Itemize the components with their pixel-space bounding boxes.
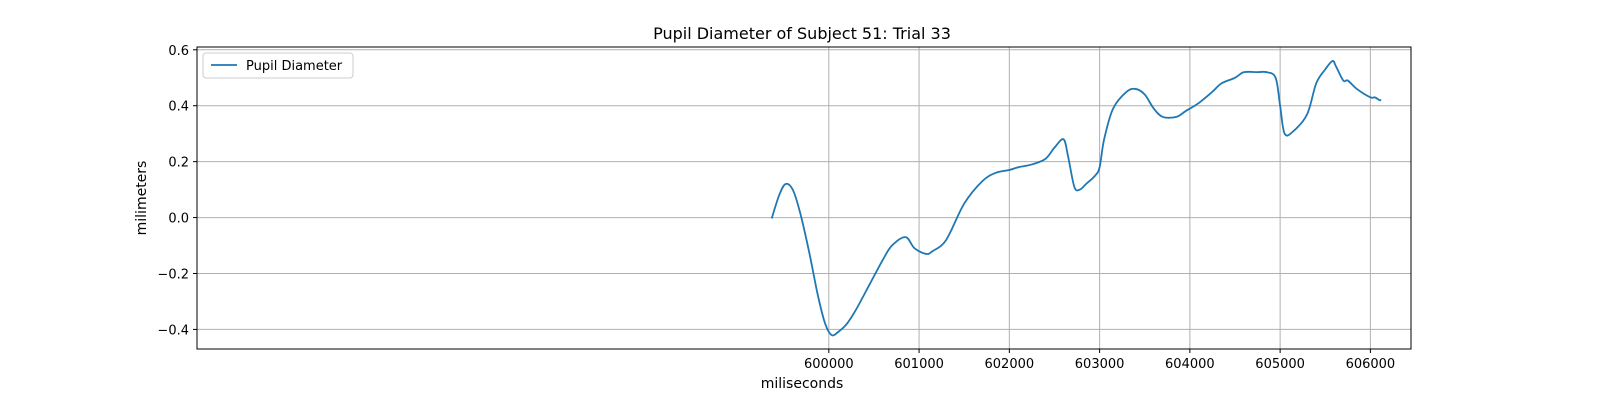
x-tick-label: 600000 [804,357,854,372]
legend-box [202,52,354,79]
chart-title: Pupil Diameter of Subject 51: Trial 33 [653,24,951,43]
legend-entry: Pupil Diameter [246,59,343,74]
x-tick-label: 606000 [1346,357,1396,372]
x-tick-label: 603000 [1075,357,1125,372]
x-tick-label: 601000 [894,357,944,372]
grid-layer [197,47,1411,349]
y-tick-label: 0.0 [168,212,189,227]
y-tick-label: 0.2 [168,156,189,171]
y-tick-label: −0.4 [157,323,189,338]
y-axis-label: milimeters [134,161,150,236]
legend: Pupil Diameter [202,52,354,79]
y-tick-label: 0.4 [168,100,189,115]
series-line-pupil-diameter [770,60,1382,337]
x-axis-label: miliseconds [761,376,844,392]
x-tick-label: 605000 [1255,357,1305,372]
x-tick-label: 602000 [985,357,1035,372]
tick-layer: 600000 601000 602000 603000 604000 605000 6060… [157,44,1395,372]
plot-frame [196,46,1412,350]
x-tick-label: 604000 [1165,357,1215,372]
series-layer [770,60,1382,337]
y-tick-label: 0.6 [168,44,189,59]
y-tick-label: −0.2 [157,268,189,283]
